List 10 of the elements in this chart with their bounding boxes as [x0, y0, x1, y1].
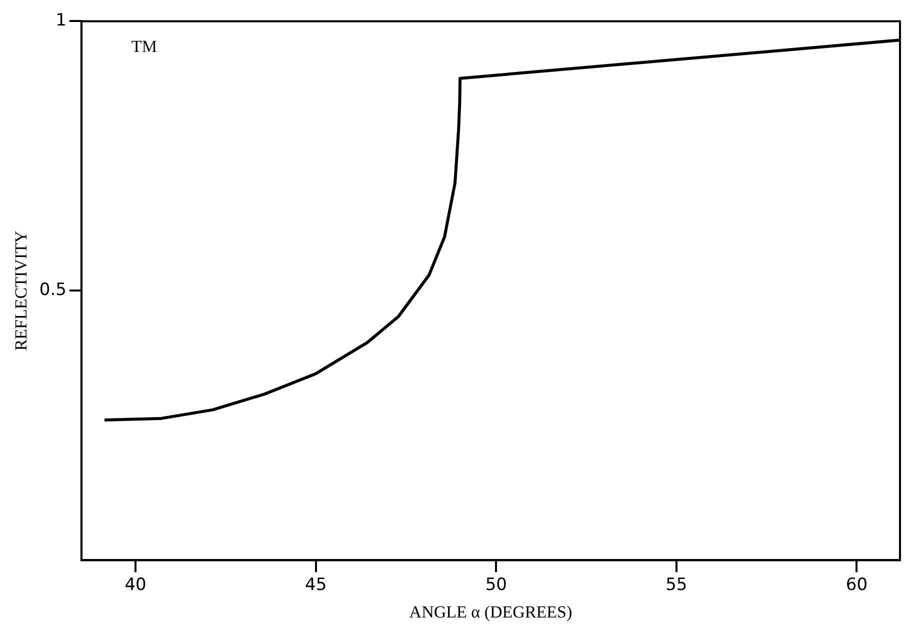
y-tick-label: 0.5: [39, 280, 66, 300]
x-tick-label: 60: [846, 574, 868, 595]
x-tick-label: 50: [485, 574, 507, 595]
y-axis-title: REFLECTIVITY: [12, 230, 31, 351]
x-tick-label: 55: [666, 574, 688, 595]
x-tick-label: 45: [305, 574, 327, 595]
x-axis-title: ANGLE α (DEGREES): [409, 602, 572, 622]
y-tick-label: 1: [56, 10, 66, 31]
x-tick-label: 40: [124, 574, 146, 595]
annotation: TM: [131, 37, 157, 56]
